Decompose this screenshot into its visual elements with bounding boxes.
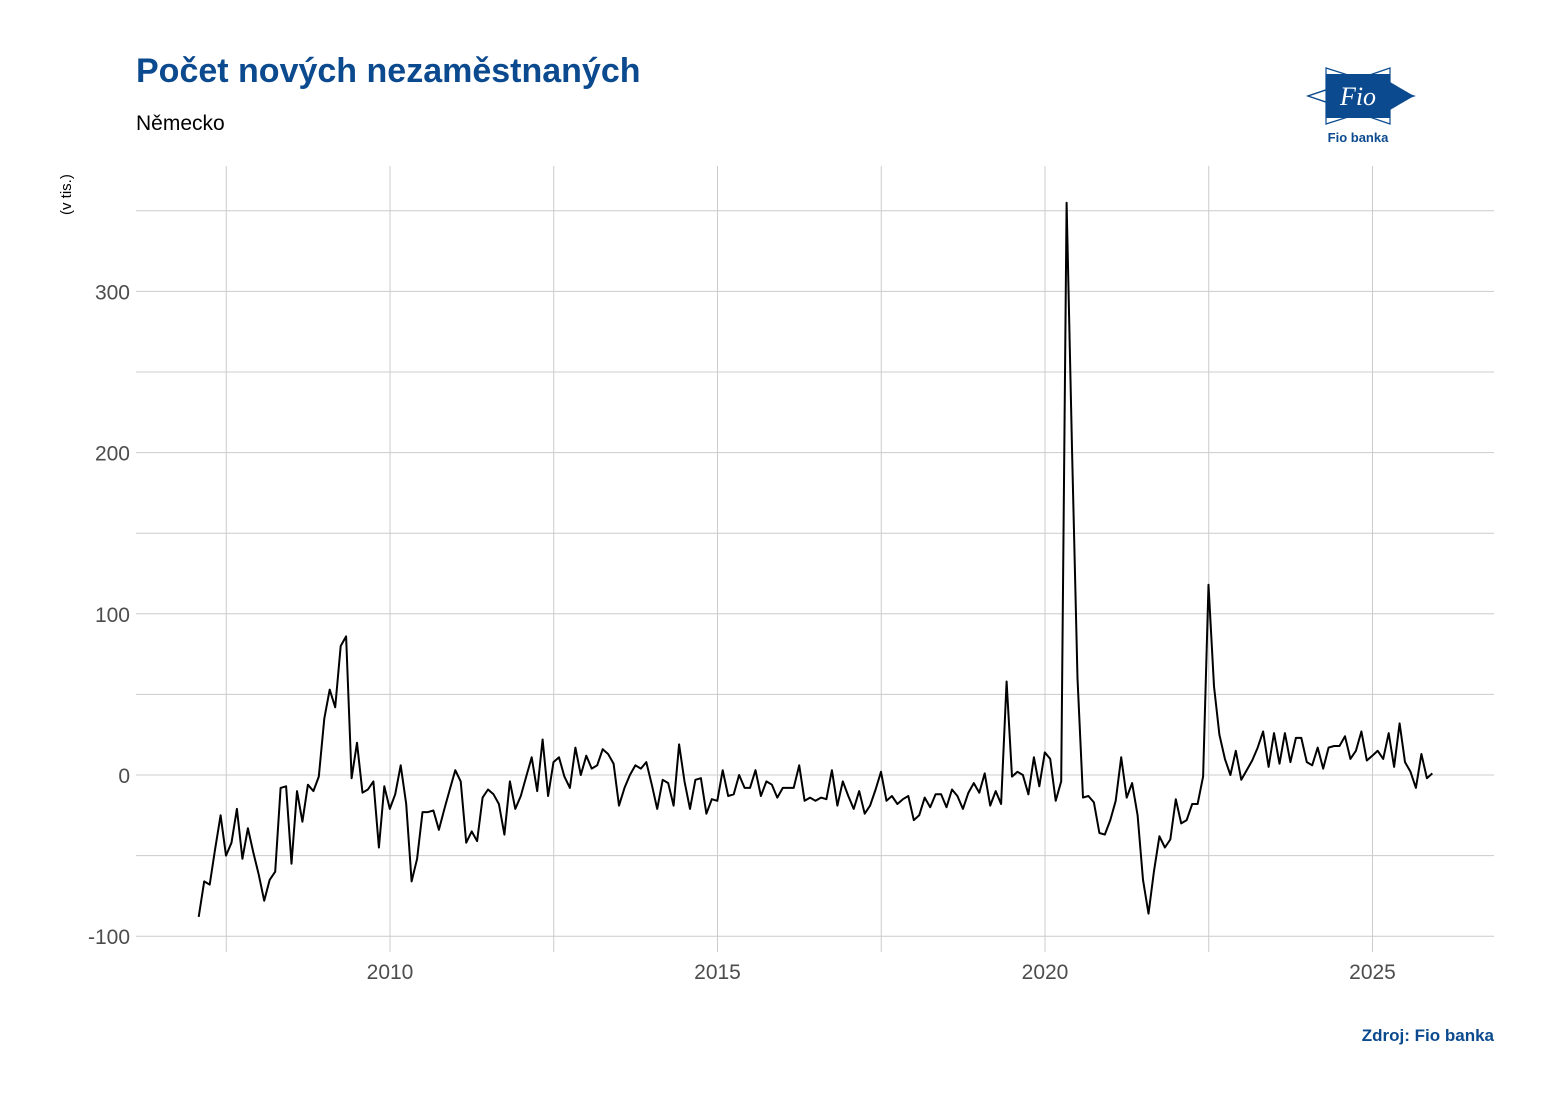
gridlines <box>136 166 1494 952</box>
y-tick-label: -100 <box>88 926 130 949</box>
y-axis-ticks: -100 0 100 200 300 <box>88 281 130 949</box>
x-tick-label: 2025 <box>1349 961 1396 984</box>
fio-logo-icon: Fio Fio banka <box>1306 67 1416 145</box>
x-tick-label: 2015 <box>694 961 741 984</box>
y-tick-label: 200 <box>95 443 130 466</box>
y-tick-label: 100 <box>95 604 130 627</box>
y-tick-label: 300 <box>95 281 130 304</box>
fio-banka-logo: Fio Fio banka <box>1302 64 1420 146</box>
y-tick-label: 0 <box>118 765 130 788</box>
series-line-nemecko <box>197 201 1433 918</box>
source-note: Zdroj: Fio banka <box>1361 1026 1494 1045</box>
chart-subtitle: Německo <box>136 112 225 135</box>
svg-text:Fio banka: Fio banka <box>1328 130 1389 145</box>
svg-text:Fio: Fio <box>1339 82 1376 111</box>
x-axis-ticks: 2010 2015 2020 2025 <box>367 961 1396 984</box>
x-tick-label: 2020 <box>1022 961 1069 984</box>
chart-title: Počet nových nezaměstnaných <box>136 52 641 90</box>
x-tick-label: 2010 <box>367 961 414 984</box>
